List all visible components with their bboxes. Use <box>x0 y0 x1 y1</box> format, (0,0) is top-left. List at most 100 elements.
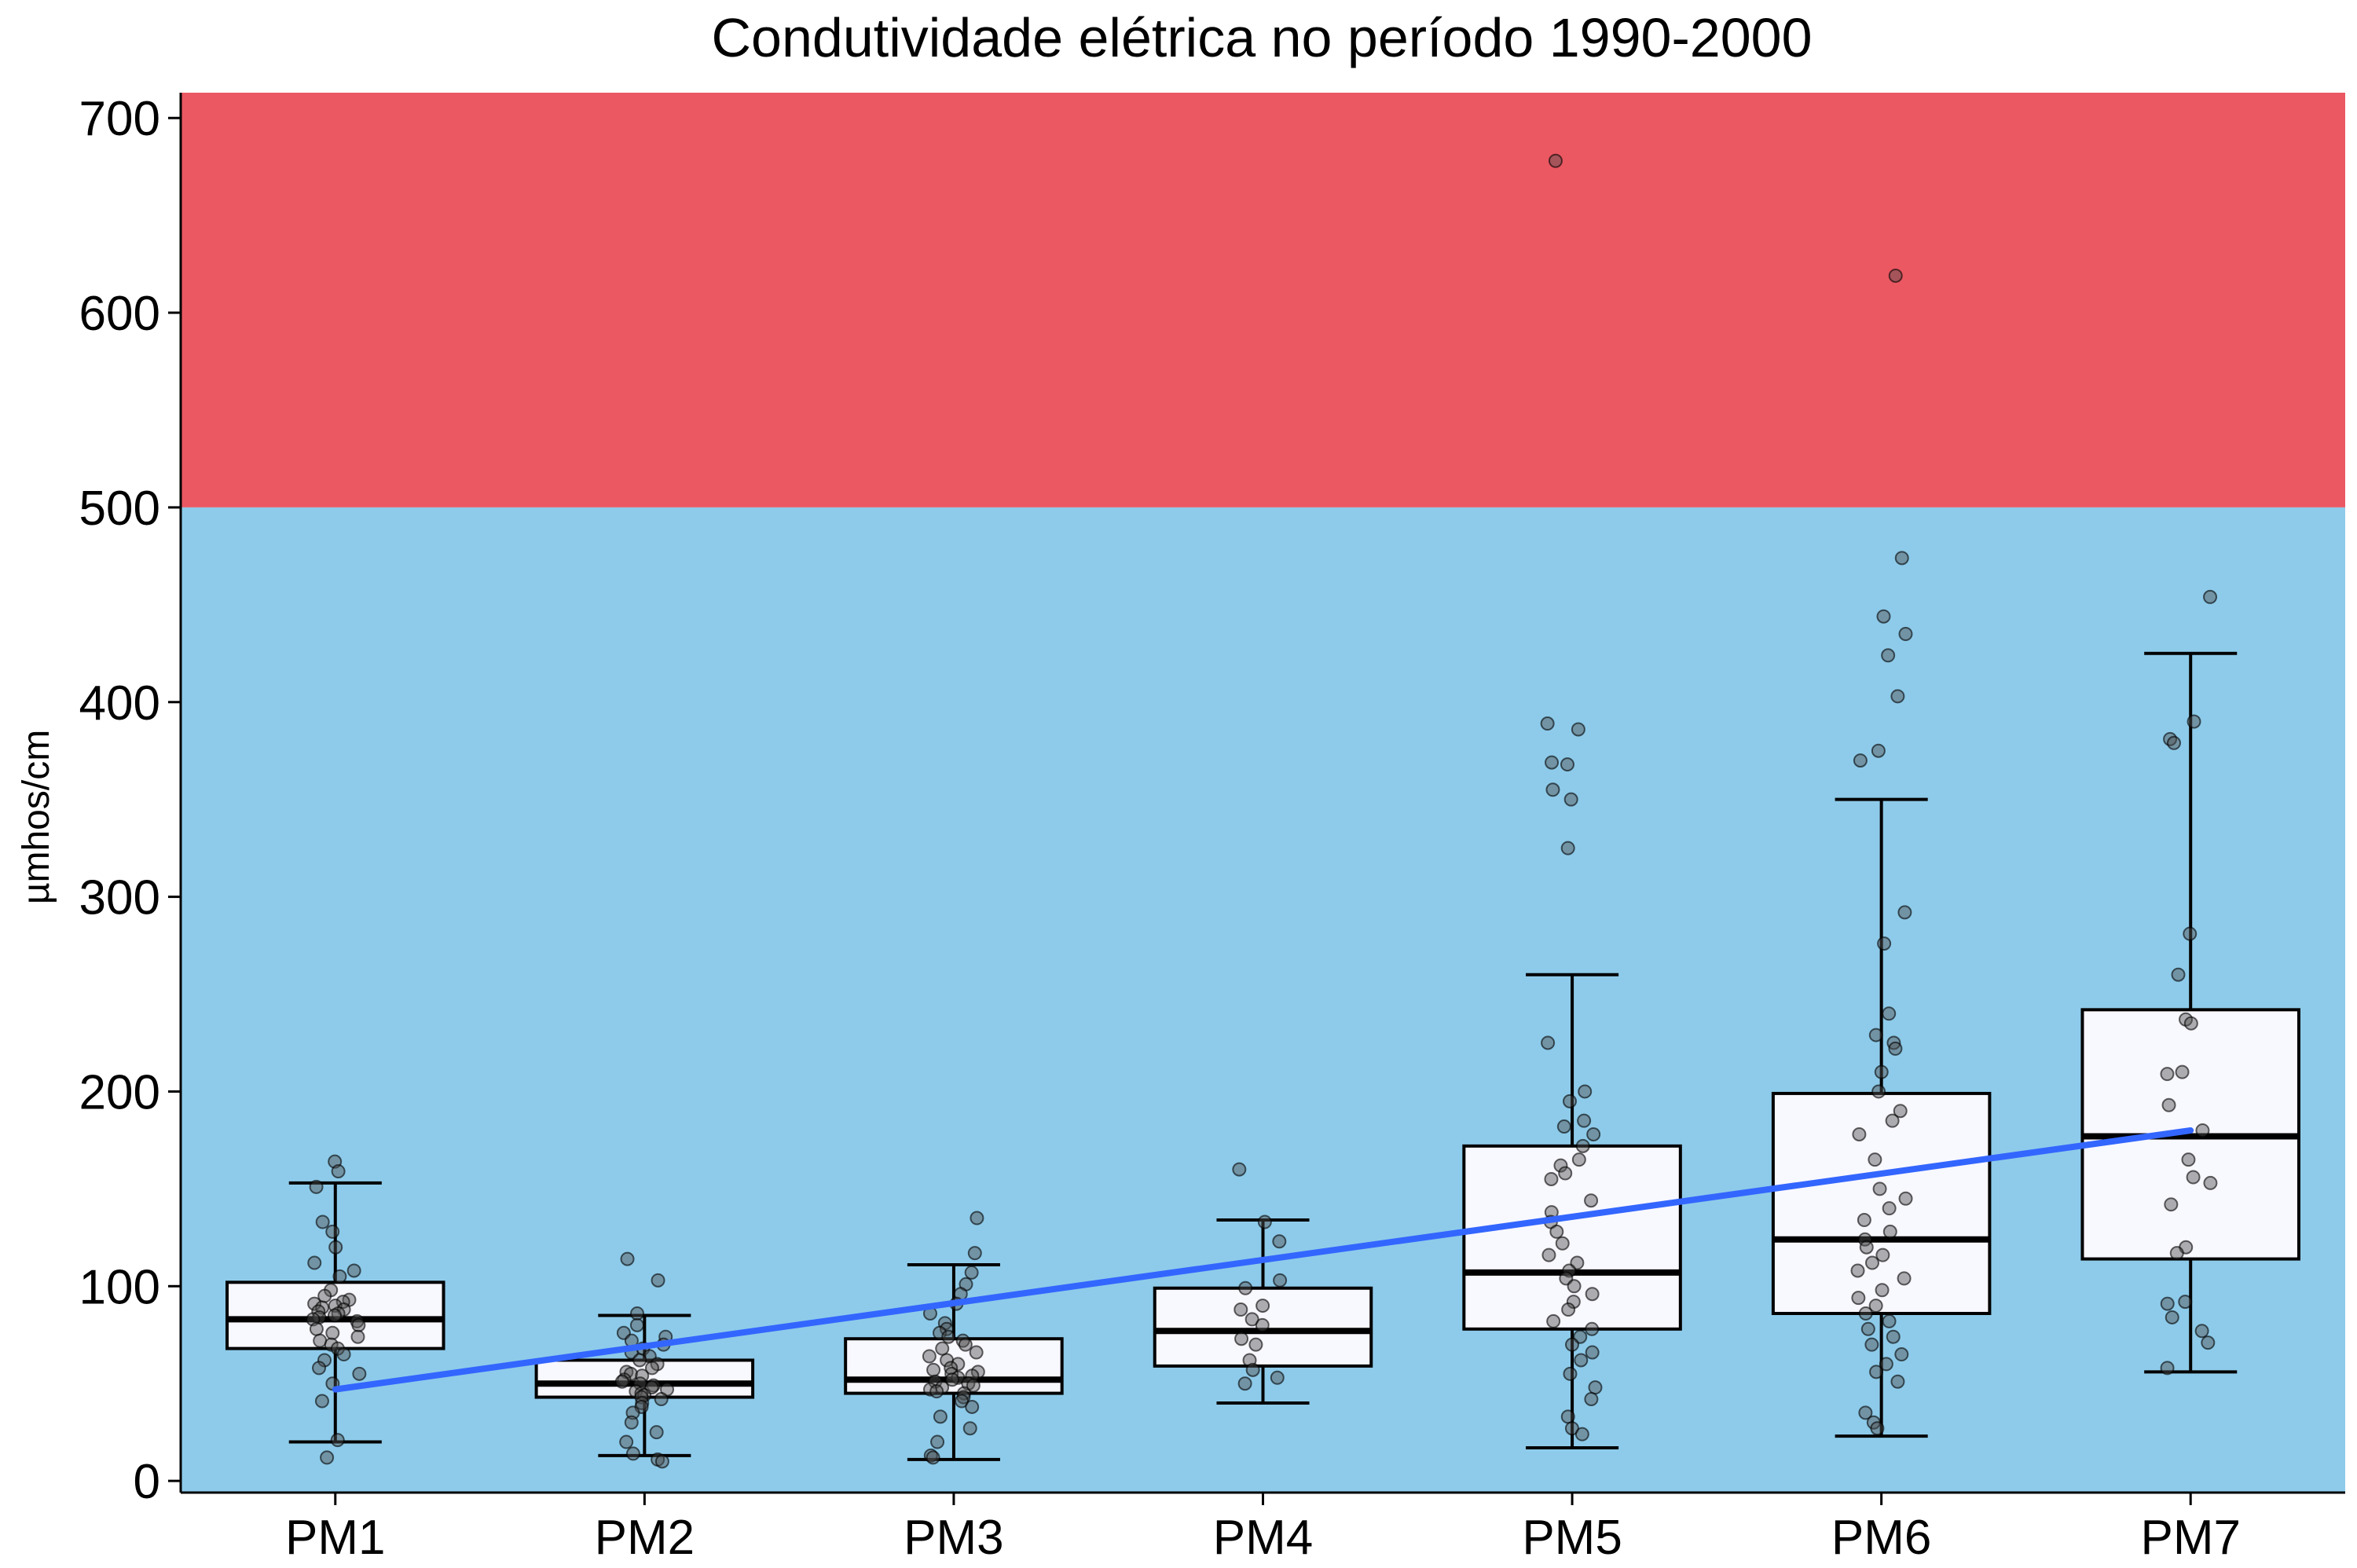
data-point <box>1232 1162 1247 1177</box>
data-point <box>1588 1380 1603 1395</box>
y-tick-label: 400 <box>79 676 160 731</box>
data-point <box>2194 1324 2209 1339</box>
data-point <box>1560 757 1574 772</box>
data-point <box>933 1409 948 1424</box>
data-point <box>1566 1295 1581 1310</box>
data-point <box>955 1394 970 1409</box>
axes: 0 100 200 300 400 500 600 700 PM1 PM2 PM3 PM4 PM5 PM6… <box>79 92 2345 1565</box>
data-point <box>314 1394 329 1409</box>
data-point <box>1544 1171 1559 1186</box>
data-point <box>1270 1370 1285 1385</box>
y-tick-label: 300 <box>79 871 160 925</box>
boxplot-pm7 <box>2080 651 2300 1374</box>
data-point <box>1237 1376 1252 1391</box>
data-point <box>1556 1119 1571 1134</box>
data-point <box>2165 1310 2179 1324</box>
data-point <box>2171 967 2186 982</box>
data-point <box>320 1450 335 1465</box>
data-point <box>922 1349 937 1364</box>
data-point <box>964 1265 979 1280</box>
data-point <box>1255 1299 1270 1313</box>
box-iqr <box>1153 1286 1373 1368</box>
y-tick-label: 0 <box>134 1455 160 1509</box>
data-point <box>1898 1191 1913 1206</box>
data-point <box>1864 1255 1879 1270</box>
box-iqr <box>225 1280 445 1350</box>
data-point <box>1560 1409 1575 1424</box>
data-point <box>654 1392 669 1407</box>
data-point <box>1585 1287 1600 1302</box>
data-point <box>1882 1006 1897 1021</box>
box-iqr <box>1462 1144 1682 1331</box>
data-point <box>332 1269 347 1284</box>
boxplot-pm5 <box>1462 973 1682 1449</box>
data-point <box>1858 1306 1873 1321</box>
boxplot-pm4 <box>1153 1218 1373 1405</box>
data-point <box>1567 1279 1582 1294</box>
data-point <box>1546 1313 1561 1328</box>
data-point <box>2195 1123 2210 1138</box>
data-point <box>2164 1197 2179 1212</box>
data-point <box>1868 1152 1882 1167</box>
data-point <box>315 1214 330 1229</box>
data-point <box>2160 1067 2175 1082</box>
data-point <box>630 1306 645 1321</box>
x-tick-label: PM3 <box>904 1511 1003 1565</box>
data-point <box>1585 1345 1600 1360</box>
data-point <box>625 1446 640 1461</box>
data-point <box>1545 782 1560 797</box>
data-point <box>2160 1361 2175 1376</box>
data-point <box>1560 841 1575 855</box>
data-point <box>926 1450 940 1465</box>
data-point <box>930 1434 945 1449</box>
data-point <box>923 1448 938 1463</box>
data-point <box>1877 936 1892 951</box>
x-tick-label: PM5 <box>1522 1511 1622 1565</box>
data-point <box>1545 755 1560 770</box>
data-point <box>1858 1405 1873 1420</box>
data-point <box>1574 1353 1589 1368</box>
data-point <box>1562 1263 1577 1278</box>
data-point <box>1894 1347 1909 1362</box>
x-tick-label: PM4 <box>1213 1511 1313 1565</box>
data-point <box>1879 1357 1893 1372</box>
data-point <box>1245 1362 1260 1377</box>
data-point <box>352 1366 367 1381</box>
data-point <box>958 1337 973 1352</box>
data-point <box>926 1362 941 1377</box>
data-point <box>967 1246 982 1261</box>
data-point <box>2167 735 2182 750</box>
data-point <box>1893 1104 1908 1119</box>
data-point <box>1851 1291 1866 1306</box>
data-point <box>1549 1224 1564 1239</box>
data-point <box>1881 648 1896 663</box>
data-point <box>1563 792 1578 807</box>
y-tick-label: 200 <box>79 1065 160 1119</box>
data-point <box>1553 1158 1568 1173</box>
data-point <box>1882 1313 1897 1328</box>
data-point <box>2201 1335 2216 1350</box>
data-point <box>962 1421 977 1436</box>
data-point <box>1897 905 1912 920</box>
data-point <box>1272 1234 1287 1249</box>
data-point <box>629 1317 644 1332</box>
x-tick-label: PM6 <box>1831 1511 1931 1565</box>
band-0 <box>181 93 2345 507</box>
data-point <box>1244 1312 1259 1327</box>
data-point <box>1852 1127 1867 1141</box>
data-point <box>1882 1224 1897 1239</box>
data-point <box>1238 1280 1253 1295</box>
data-point <box>2183 926 2198 941</box>
data-point <box>327 1308 342 1323</box>
data-point <box>307 1255 322 1270</box>
data-point <box>1564 1337 1579 1352</box>
data-point <box>1898 627 1913 642</box>
data-point <box>312 1361 327 1376</box>
data-point <box>651 1273 665 1288</box>
data-point <box>1584 1392 1599 1407</box>
data-point <box>1890 1374 1905 1389</box>
trend-line <box>332 1127 2194 1393</box>
data-point <box>1561 1302 1576 1317</box>
data-point <box>1897 1271 1912 1286</box>
